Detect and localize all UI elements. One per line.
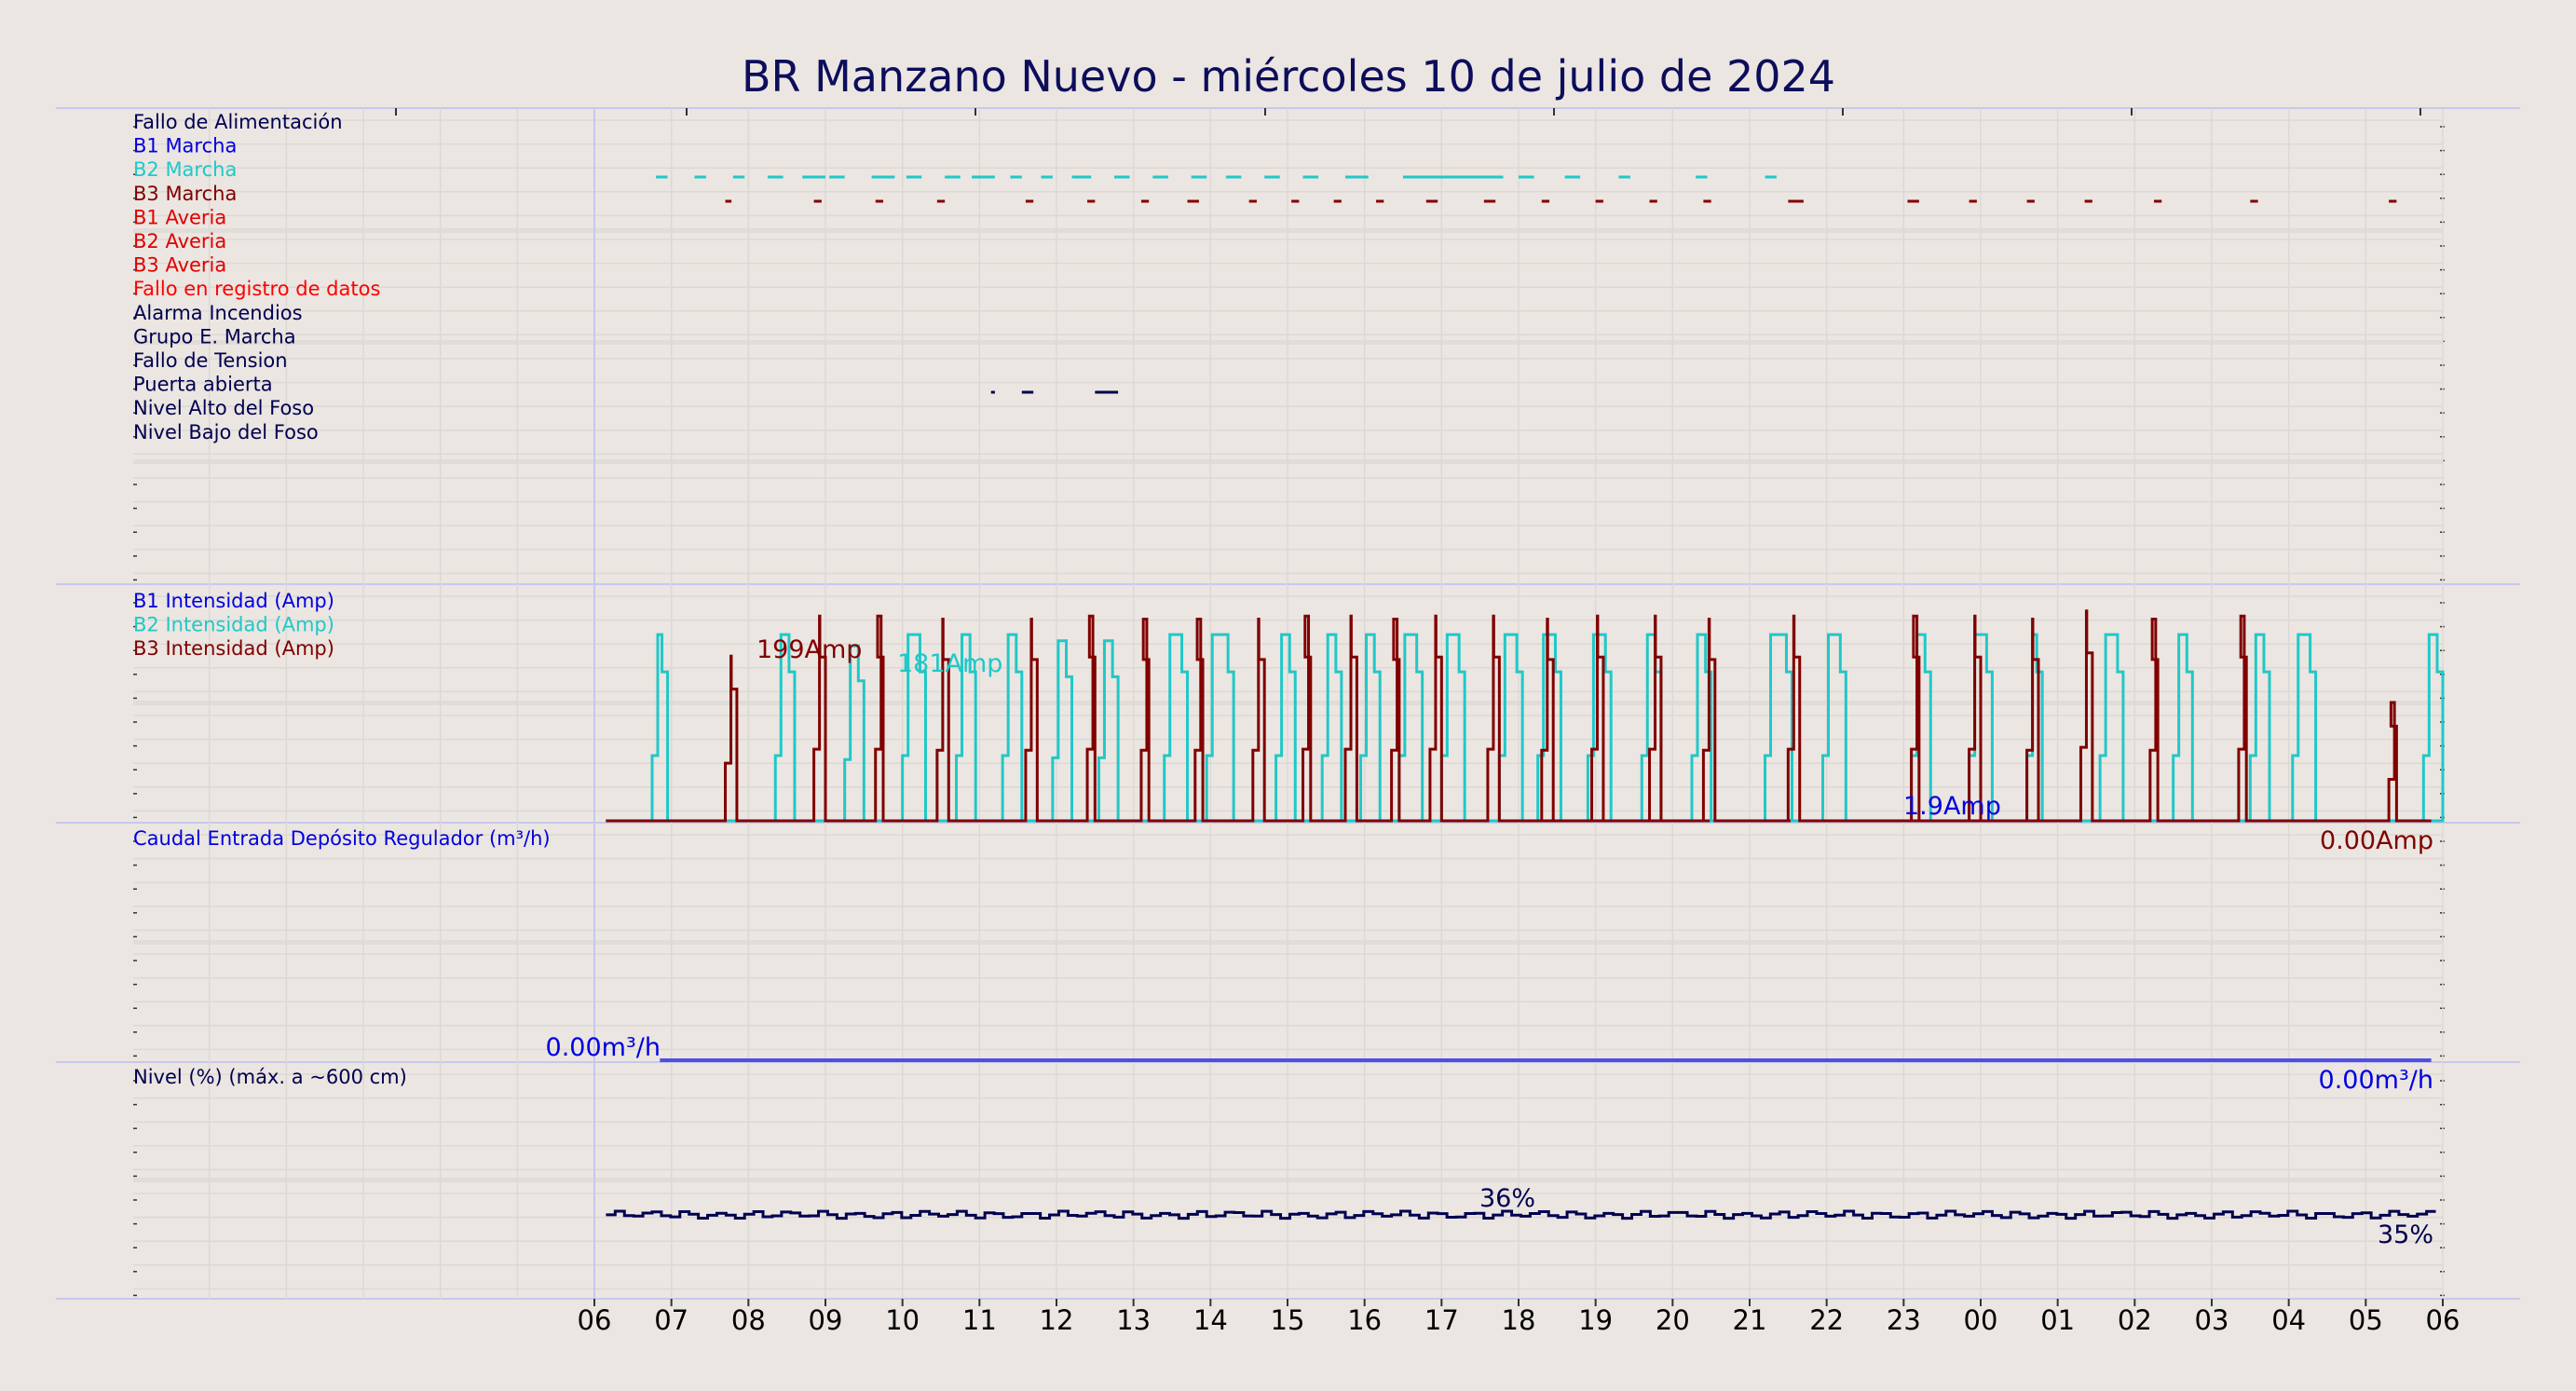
data-label: 0.00m³/h: [2319, 1066, 2433, 1095]
panel-label: B3 Intensidad (Amp): [133, 637, 334, 660]
x-tick-label: 10: [885, 1304, 920, 1336]
series-line-nivel: [606, 1209, 2436, 1221]
panel-label: B1 Averia: [133, 206, 226, 228]
data-label: 1.9Amp: [1903, 792, 2001, 821]
x-tick-label: 07: [654, 1304, 688, 1336]
x-tick-label: 08: [731, 1304, 766, 1336]
x-tick-label: 23: [1887, 1304, 1921, 1336]
x-tick-label: 11: [962, 1304, 997, 1336]
panel-label: Fallo de Tension: [133, 349, 288, 372]
x-tick-label: 13: [1116, 1304, 1151, 1336]
panel-label: Fallo de Alimentación: [133, 111, 343, 133]
plot-area: [606, 175, 2445, 1221]
panel-label: Puerta abierta: [133, 374, 273, 396]
data-label: 0.00m³/h: [546, 1033, 661, 1062]
x-tick-label: 20: [1656, 1304, 1690, 1336]
x-tick-label: 00: [1964, 1304, 1998, 1336]
x-tick-label: 16: [1347, 1304, 1382, 1336]
data-label: 199Amp: [756, 635, 862, 664]
data-label: 35%: [2378, 1221, 2433, 1249]
x-tick-label: 04: [2271, 1304, 2306, 1336]
panel-label: B2 Marcha: [133, 158, 237, 181]
data-label: 36%: [1479, 1184, 1535, 1213]
x-tick-label: 05: [2349, 1304, 2383, 1336]
chart-title: BR Manzano Nuevo - miércoles 10 de julio…: [742, 51, 1835, 102]
series-line-1: [606, 609, 2432, 823]
x-tick-label: 09: [809, 1304, 843, 1336]
panel-label: Fallo en registro de datos: [133, 278, 380, 300]
panel-label: Nivel (%) (máx. a ~600 cm): [133, 1066, 407, 1088]
grid: [56, 107, 2520, 1306]
panel-label: B3 Marcha: [133, 183, 237, 205]
x-tick-label: 17: [1424, 1304, 1459, 1336]
x-tick-label: 22: [1809, 1304, 1844, 1336]
panel-label: B1 Intensidad (Amp): [133, 590, 334, 612]
x-tick-label: 21: [1733, 1304, 1767, 1336]
panel-label: Grupo E. Marcha: [133, 325, 296, 348]
labels: 06 07 08 09 10 11 12 13 14 15 16 17 18 19 20 21 22 23 00 01…: [133, 111, 2460, 1336]
panel-label: Caudal Entrada Depósito Regulador (m³/h): [133, 827, 551, 850]
panel-label: Nivel Alto del Foso: [133, 397, 314, 419]
x-tick-label: 02: [2118, 1304, 2152, 1336]
x-tick-label: 18: [1502, 1304, 1536, 1336]
panel-label: Alarma Incendios: [133, 302, 303, 324]
data-label: 0.00Amp: [2320, 826, 2433, 855]
x-tick-label: 12: [1040, 1304, 1074, 1336]
data-label: 181Amp: [897, 649, 1002, 678]
x-tick-label: 14: [1193, 1304, 1228, 1336]
panel-label: Nivel Bajo del Foso: [133, 421, 319, 443]
panel-label: B2 Averia: [133, 230, 226, 252]
x-tick-label: 19: [1578, 1304, 1613, 1336]
x-tick-label: 03: [2195, 1304, 2229, 1336]
x-tick-label: 01: [2040, 1304, 2075, 1336]
panel-label: B3 Averia: [133, 254, 226, 277]
panel-label: B2 Intensidad (Amp): [133, 614, 334, 636]
x-tick-label: 06: [578, 1304, 612, 1336]
x-tick-label: 06: [2426, 1304, 2460, 1336]
panel-label: B1 Marcha: [133, 135, 237, 157]
x-tick-label: 15: [1271, 1304, 1305, 1336]
